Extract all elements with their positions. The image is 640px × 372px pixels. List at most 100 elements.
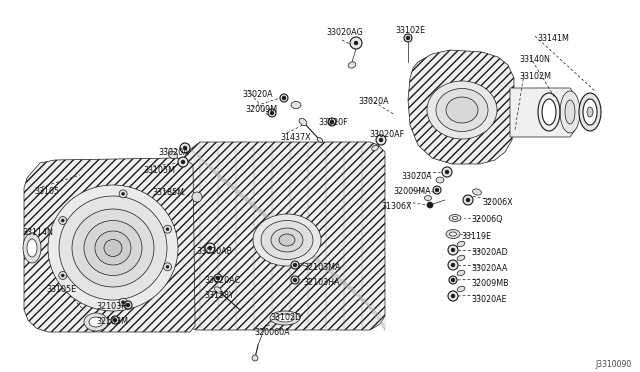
Ellipse shape [279, 234, 295, 246]
Ellipse shape [270, 311, 300, 325]
Circle shape [126, 303, 130, 307]
Circle shape [427, 202, 433, 208]
Circle shape [435, 188, 439, 192]
Ellipse shape [457, 241, 465, 247]
Circle shape [451, 278, 455, 282]
Circle shape [406, 36, 410, 40]
Text: 33119E: 33119E [461, 232, 491, 241]
Ellipse shape [372, 145, 378, 151]
Text: 32009MB: 32009MB [471, 279, 509, 288]
Text: 33020A: 33020A [358, 97, 388, 106]
Ellipse shape [348, 62, 356, 68]
Ellipse shape [72, 209, 154, 287]
Circle shape [214, 274, 222, 282]
Circle shape [293, 278, 297, 282]
Text: 32006X: 32006X [482, 198, 513, 207]
Ellipse shape [84, 313, 108, 331]
Circle shape [113, 318, 117, 322]
Circle shape [379, 138, 383, 142]
Text: 33020A: 33020A [158, 148, 189, 157]
Ellipse shape [436, 89, 488, 131]
Text: 33020AD: 33020AD [471, 248, 508, 257]
Text: 31306X: 31306X [381, 202, 412, 211]
Polygon shape [183, 142, 385, 330]
Circle shape [122, 301, 125, 304]
Ellipse shape [452, 217, 458, 219]
Circle shape [181, 160, 185, 164]
Circle shape [282, 96, 286, 100]
Text: 33105E: 33105E [46, 285, 76, 294]
Circle shape [216, 276, 220, 280]
Circle shape [451, 294, 455, 298]
Ellipse shape [261, 221, 313, 260]
Text: 33020AA: 33020AA [471, 264, 508, 273]
Circle shape [451, 263, 455, 267]
Circle shape [451, 248, 455, 252]
Text: 33140N: 33140N [519, 55, 550, 64]
Circle shape [178, 157, 188, 167]
Text: 33105M: 33105M [143, 166, 175, 175]
Circle shape [445, 170, 449, 174]
Text: 32006Q: 32006Q [471, 215, 502, 224]
Circle shape [192, 192, 202, 202]
Text: 33105: 33105 [34, 187, 59, 196]
Ellipse shape [427, 81, 497, 139]
Circle shape [208, 246, 212, 250]
Ellipse shape [214, 287, 221, 293]
Ellipse shape [457, 255, 465, 261]
Ellipse shape [27, 239, 37, 257]
Circle shape [442, 167, 452, 177]
Circle shape [163, 225, 172, 233]
Circle shape [330, 120, 334, 124]
Ellipse shape [95, 231, 131, 265]
Circle shape [59, 217, 67, 224]
Text: 33114N: 33114N [22, 228, 53, 237]
Circle shape [291, 261, 299, 269]
Text: 32103MA: 32103MA [303, 263, 340, 272]
Circle shape [163, 263, 172, 271]
Circle shape [252, 355, 258, 361]
Circle shape [328, 118, 336, 126]
Ellipse shape [457, 270, 465, 276]
Circle shape [124, 301, 132, 309]
Text: 33102M: 33102M [519, 72, 551, 81]
Text: 32103H: 32103H [96, 302, 127, 311]
Text: 33141M: 33141M [537, 34, 569, 43]
Polygon shape [408, 50, 514, 164]
Text: 320060A: 320060A [254, 328, 290, 337]
Circle shape [448, 291, 458, 301]
Circle shape [463, 195, 473, 205]
Text: 33102E: 33102E [395, 26, 425, 35]
Ellipse shape [276, 314, 294, 322]
Circle shape [166, 265, 169, 268]
Ellipse shape [424, 196, 431, 201]
Text: 33102D: 33102D [270, 313, 301, 322]
Circle shape [270, 111, 274, 115]
Ellipse shape [560, 91, 580, 133]
Polygon shape [510, 88, 575, 137]
Circle shape [122, 192, 125, 195]
Ellipse shape [457, 286, 465, 292]
Circle shape [291, 276, 299, 284]
Ellipse shape [59, 196, 167, 300]
Ellipse shape [449, 232, 456, 236]
Circle shape [61, 219, 64, 222]
Circle shape [119, 190, 127, 198]
Ellipse shape [583, 99, 597, 125]
Ellipse shape [84, 221, 142, 276]
Text: 33020AE: 33020AE [471, 295, 507, 304]
Circle shape [61, 274, 64, 277]
Circle shape [466, 198, 470, 202]
Circle shape [268, 109, 276, 117]
Circle shape [180, 143, 190, 153]
Ellipse shape [291, 102, 301, 109]
Text: 33020F: 33020F [318, 118, 348, 127]
Ellipse shape [565, 100, 575, 124]
Text: 32009MA: 32009MA [393, 187, 431, 196]
Text: 31437X: 31437X [280, 133, 310, 142]
Text: 33020A: 33020A [401, 172, 431, 181]
Circle shape [404, 34, 412, 42]
Circle shape [119, 298, 127, 306]
Text: J3310090: J3310090 [595, 360, 631, 369]
Text: 33020AF: 33020AF [369, 130, 404, 139]
